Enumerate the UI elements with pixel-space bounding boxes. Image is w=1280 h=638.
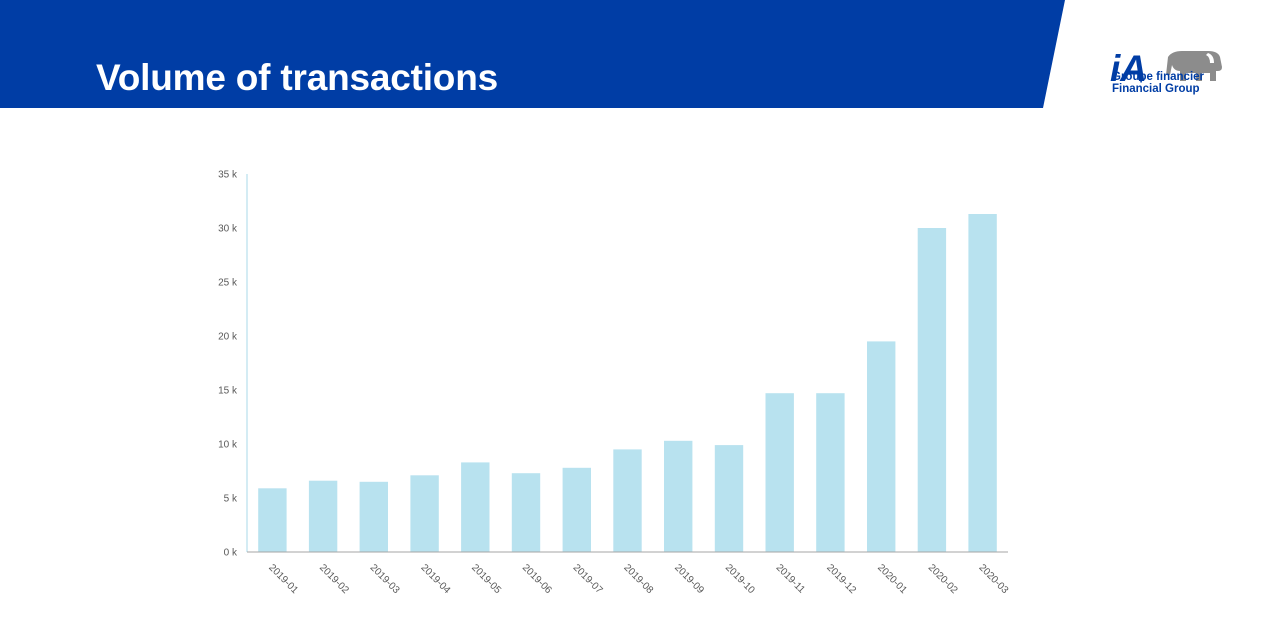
x-tick-label: 2019-12	[824, 562, 858, 596]
x-tick-label: 2019-03	[368, 562, 402, 596]
logo-text: Groupe financier Financial Group	[1112, 71, 1204, 95]
x-tick-label: 2020-02	[926, 562, 960, 596]
bar-2019-11	[765, 393, 794, 552]
bar-2019-01	[258, 488, 287, 552]
x-tick-label: 2020-03	[976, 562, 1010, 596]
x-tick-label: 2019-11	[774, 562, 808, 596]
page-title: Volume of transactions	[96, 57, 498, 98]
bar-2020-01	[867, 341, 896, 552]
bar-2019-05	[461, 462, 490, 552]
logo-line-1: Groupe financier	[1112, 71, 1205, 83]
bar-2019-09	[664, 440, 693, 552]
elephant-icon	[1166, 51, 1222, 81]
x-tick-label: 2019-06	[520, 562, 554, 596]
x-tick-label: 2019-08	[621, 562, 655, 596]
y-tick-label: 30 k	[218, 224, 238, 235]
y-tick-label: 0 k	[224, 548, 238, 559]
bars-group	[258, 214, 997, 552]
y-axis-tick-labels: 0 k 5 k 10 k 15 k 20 k 25 k 30 k 35 k	[218, 170, 238, 559]
x-tick-label: 2019-10	[723, 562, 757, 596]
x-axis-tick-labels: 2019-01 2019-02 2019-03 2019-04 2019-05 2019-…	[266, 562, 1010, 596]
y-tick-label: 35 k	[218, 170, 238, 181]
y-tick-label: 10 k	[218, 440, 238, 451]
logo-mark: iA	[1110, 48, 1147, 89]
company-logo: iA	[1110, 48, 1222, 89]
bar-2019-07	[562, 467, 591, 552]
y-tick-label: 25 k	[218, 278, 238, 289]
y-tick-label: 15 k	[218, 386, 238, 397]
bar-2019-08	[613, 449, 642, 552]
x-tick-label: 2019-01	[266, 562, 300, 596]
bar-2019-10	[714, 445, 744, 552]
bar-2019-02	[308, 480, 338, 552]
bar-2020-02	[917, 228, 947, 552]
x-tick-label: 2020-01	[875, 562, 909, 596]
header-band-shape	[0, 0, 1065, 108]
x-tick-label: 2019-07	[571, 562, 605, 596]
bar-2019-12	[816, 393, 845, 552]
x-tick-label: 2019-05	[469, 562, 503, 596]
header-band	[0, 0, 1065, 108]
x-tick-label: 2019-09	[672, 562, 706, 596]
bar-2019-03	[359, 481, 388, 552]
logo-line-2: Financial Group	[1112, 83, 1200, 95]
x-tick-label: 2019-02	[317, 562, 351, 596]
y-tick-label: 5 k	[224, 494, 238, 505]
bar-2019-06	[511, 473, 541, 552]
x-tick-label: 2019-04	[418, 562, 452, 596]
bar-2020-03	[968, 214, 997, 552]
y-tick-label: 20 k	[218, 332, 238, 343]
bar-2019-04	[410, 475, 439, 552]
